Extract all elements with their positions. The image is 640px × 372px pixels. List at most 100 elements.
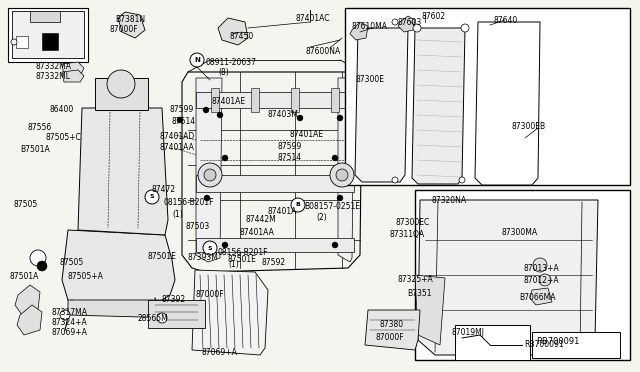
Text: 87380: 87380 [380, 320, 404, 329]
Polygon shape [475, 22, 540, 185]
Polygon shape [338, 78, 354, 262]
Circle shape [337, 115, 343, 121]
Circle shape [11, 39, 17, 45]
Text: 87311QA: 87311QA [390, 230, 425, 239]
Text: 87300MA: 87300MA [502, 228, 538, 237]
Circle shape [222, 242, 228, 248]
Text: 87000F: 87000F [376, 333, 404, 342]
Text: 87401AA: 87401AA [240, 228, 275, 237]
Circle shape [332, 242, 338, 248]
Polygon shape [62, 62, 84, 76]
Text: (2): (2) [316, 213, 327, 222]
Polygon shape [152, 303, 200, 325]
Text: 87501A: 87501A [10, 272, 40, 281]
Circle shape [539, 274, 551, 286]
Text: 87401AE: 87401AE [212, 97, 246, 106]
Text: 08911-20637: 08911-20637 [205, 58, 256, 67]
Text: RB700091: RB700091 [536, 337, 579, 346]
Polygon shape [118, 12, 145, 38]
Polygon shape [62, 70, 84, 82]
Circle shape [204, 169, 216, 181]
Polygon shape [355, 28, 408, 182]
Text: 87000F: 87000F [195, 290, 223, 299]
Text: 87069+A: 87069+A [52, 328, 88, 337]
Text: 08156-B201F: 08156-B201F [163, 198, 214, 207]
Text: 87320NA: 87320NA [432, 196, 467, 205]
Text: 87503: 87503 [185, 222, 209, 231]
Polygon shape [532, 332, 620, 358]
Polygon shape [16, 36, 28, 48]
Polygon shape [15, 285, 40, 315]
Polygon shape [365, 310, 420, 350]
Circle shape [217, 112, 223, 118]
Text: 87013+A: 87013+A [524, 264, 560, 273]
Polygon shape [196, 92, 354, 108]
Polygon shape [8, 8, 88, 62]
Text: 87640: 87640 [494, 16, 518, 25]
Circle shape [330, 163, 354, 187]
Polygon shape [345, 8, 630, 185]
Circle shape [203, 107, 209, 113]
Text: 87505: 87505 [13, 200, 37, 209]
Polygon shape [331, 88, 339, 112]
Text: 87600NA: 87600NA [305, 47, 340, 56]
Polygon shape [251, 88, 259, 112]
Circle shape [291, 198, 305, 212]
Text: 87393M: 87393M [188, 253, 219, 262]
Circle shape [107, 70, 135, 98]
Circle shape [461, 24, 469, 32]
Text: B7351: B7351 [407, 289, 431, 298]
Text: 28565M: 28565M [138, 314, 169, 323]
Text: 87505+C: 87505+C [45, 133, 81, 142]
Text: 87300E: 87300E [356, 75, 385, 84]
Polygon shape [148, 300, 205, 328]
Circle shape [145, 190, 159, 204]
Circle shape [332, 155, 338, 161]
Text: 87324+A: 87324+A [52, 318, 88, 327]
Text: 87300EC: 87300EC [395, 218, 429, 227]
Text: 87514: 87514 [172, 117, 196, 126]
Circle shape [190, 53, 204, 67]
Text: 87505+A: 87505+A [68, 272, 104, 281]
Text: N: N [194, 57, 200, 63]
Text: 87069+A: 87069+A [202, 348, 238, 357]
Text: 87401AD: 87401AD [160, 132, 195, 141]
Text: 86400: 86400 [50, 105, 74, 114]
Text: 87514: 87514 [278, 153, 302, 162]
Text: RB700091: RB700091 [524, 340, 564, 349]
Text: 87472: 87472 [152, 185, 176, 194]
Polygon shape [12, 11, 84, 58]
Polygon shape [530, 288, 552, 305]
Text: 87592: 87592 [262, 258, 286, 267]
Text: 87599: 87599 [170, 105, 195, 114]
Circle shape [459, 177, 465, 183]
Circle shape [222, 155, 228, 161]
Text: 87317MA: 87317MA [52, 308, 88, 317]
Circle shape [336, 169, 348, 181]
Polygon shape [415, 275, 445, 345]
Text: (1): (1) [228, 260, 239, 269]
Circle shape [533, 258, 547, 272]
Text: B08157-0251E: B08157-0251E [304, 202, 360, 211]
Polygon shape [350, 22, 368, 40]
Text: 87501E: 87501E [148, 252, 177, 261]
Circle shape [198, 163, 222, 187]
Text: B7501A: B7501A [20, 145, 50, 154]
Polygon shape [62, 230, 175, 310]
Polygon shape [412, 28, 465, 184]
Circle shape [392, 177, 398, 183]
Polygon shape [398, 16, 415, 32]
Polygon shape [78, 108, 168, 235]
Text: 87325+A: 87325+A [398, 275, 434, 284]
Text: 87012+A: 87012+A [524, 276, 559, 285]
Text: 87401AE: 87401AE [290, 130, 324, 139]
Text: 87332MA: 87332MA [35, 62, 71, 71]
Polygon shape [17, 305, 42, 335]
Polygon shape [455, 325, 530, 360]
Circle shape [392, 19, 398, 25]
Circle shape [37, 261, 47, 271]
Text: 87505: 87505 [60, 258, 84, 267]
Text: 87392: 87392 [162, 295, 186, 304]
Polygon shape [68, 300, 182, 318]
Circle shape [60, 310, 70, 320]
